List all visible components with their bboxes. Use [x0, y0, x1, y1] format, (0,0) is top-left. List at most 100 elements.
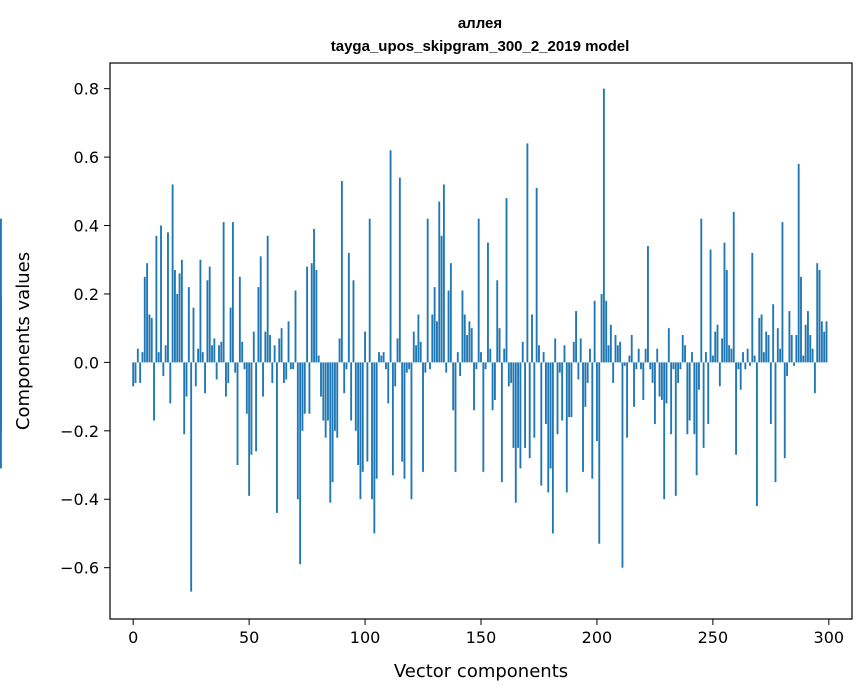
bar	[538, 345, 540, 363]
x-tick-label: 50	[239, 628, 259, 647]
bar	[352, 280, 355, 363]
bar	[442, 184, 445, 363]
bar	[162, 362, 165, 377]
bar	[521, 341, 524, 363]
bar	[563, 345, 566, 363]
bar	[704, 352, 707, 363]
bar	[468, 321, 471, 363]
bar	[306, 266, 309, 363]
bar	[484, 362, 487, 370]
bar	[375, 362, 378, 479]
bar	[482, 362, 485, 472]
bar	[491, 362, 494, 411]
bar	[389, 150, 392, 363]
bar	[199, 259, 202, 363]
x-axis-label: Vector components	[394, 661, 568, 682]
bar	[327, 362, 329, 421]
bar	[723, 242, 726, 363]
bar	[487, 242, 489, 363]
bar	[167, 232, 169, 363]
bar	[718, 362, 721, 387]
bar	[765, 331, 768, 363]
bar	[684, 345, 686, 363]
bar	[176, 293, 179, 363]
bar	[185, 362, 188, 397]
plot-frame	[109, 62, 853, 620]
bar	[681, 335, 684, 363]
bar	[728, 345, 731, 363]
bar	[651, 362, 654, 383]
bar	[213, 338, 216, 363]
x-tick-label: 250	[698, 628, 729, 647]
bar	[252, 331, 255, 363]
bar	[333, 362, 336, 431]
bar	[667, 328, 670, 363]
bar	[148, 314, 151, 363]
bar	[433, 287, 436, 363]
bar	[769, 362, 772, 424]
bar	[702, 362, 705, 448]
bar	[751, 252, 754, 363]
y-tick-label: 0.0	[74, 353, 99, 372]
bar	[160, 225, 162, 363]
bar	[600, 293, 603, 363]
bar	[236, 362, 239, 466]
bar	[607, 345, 610, 363]
bar	[614, 335, 617, 363]
bar	[361, 362, 364, 472]
x-tick-label: 100	[350, 628, 381, 647]
bar	[449, 263, 452, 363]
bar	[820, 321, 823, 363]
bar	[619, 341, 622, 363]
bar	[417, 314, 420, 363]
bar	[289, 362, 292, 370]
bar	[364, 331, 366, 363]
x-tick-label: 200	[582, 628, 613, 647]
bar	[570, 362, 573, 418]
bar	[809, 335, 812, 363]
bar	[134, 362, 137, 383]
bar	[338, 338, 341, 363]
bar	[204, 362, 206, 394]
bar	[0, 297, 2, 363]
bar	[691, 352, 693, 363]
bar	[194, 362, 197, 387]
bar	[725, 270, 728, 363]
bar	[371, 362, 373, 500]
bar	[742, 352, 744, 363]
bar	[174, 270, 176, 363]
y-tick-label: −0.6	[60, 559, 99, 578]
bar	[758, 317, 761, 363]
bar	[276, 362, 278, 513]
bar	[419, 341, 422, 363]
bar	[739, 362, 742, 390]
bar	[466, 335, 469, 363]
bar	[211, 345, 213, 363]
bar	[635, 362, 638, 370]
bar	[677, 362, 680, 383]
x-tick-label: 0	[128, 628, 138, 647]
bar	[565, 362, 568, 493]
bar	[269, 335, 271, 363]
bar	[132, 362, 135, 387]
bar	[505, 198, 508, 363]
bar	[663, 362, 666, 500]
bar	[630, 335, 633, 363]
bar	[762, 352, 765, 363]
bar	[445, 362, 448, 373]
y-tick-label: 0.8	[74, 80, 99, 99]
bar	[512, 362, 515, 448]
bar	[440, 235, 443, 363]
bar	[561, 362, 564, 421]
bar	[401, 362, 404, 462]
x-tick-label: 300	[814, 628, 845, 647]
bar	[473, 362, 475, 411]
bar	[547, 362, 550, 493]
bar	[343, 362, 346, 394]
bar	[250, 362, 253, 455]
bar	[456, 352, 459, 363]
bar	[255, 362, 258, 452]
bar	[586, 362, 589, 383]
bar	[714, 331, 717, 363]
